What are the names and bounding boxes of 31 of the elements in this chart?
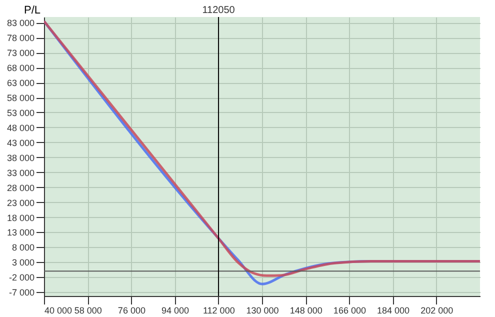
y-tick-label: 63 000: [6, 78, 34, 88]
y-tick-label: 83 000: [6, 18, 34, 28]
x-tick-label: 112 000: [202, 306, 235, 316]
y-tick-label: 68 000: [6, 63, 34, 74]
x-tick-label: 94 000: [162, 306, 190, 316]
y-tick-label: 53 000: [6, 108, 34, 118]
x-tick-label: 58 000: [74, 306, 102, 316]
y-tick-label: 43 000: [6, 138, 34, 148]
y-tick-label: 28 000: [6, 182, 34, 193]
y-tick-label: 73 000: [6, 48, 34, 58]
y-tick-label: 23 000: [6, 198, 34, 208]
y-axis-title: P/L: [24, 4, 40, 16]
y-tick-label: 48 000: [6, 122, 34, 133]
x-tick-label: 148 000: [290, 306, 322, 316]
x-tick-label: 130 000: [246, 306, 279, 316]
x-tick-label: 202 000: [420, 306, 454, 316]
x-tick-label: 166 000: [333, 306, 366, 316]
y-tick-label: 18 000: [6, 212, 34, 223]
y-tick-label: -2 000: [8, 272, 34, 283]
y-tick-label: 3 000: [12, 258, 34, 268]
y-tick-label: 8 000: [12, 242, 34, 253]
x-tick-label: 40 000: [44, 306, 72, 316]
x-tick-label: 76 000: [118, 306, 146, 316]
ref-line-label: 112050: [202, 5, 236, 16]
y-tick-label: 58 000: [6, 93, 34, 104]
y-tick-label: 33 000: [6, 168, 34, 178]
y-tick-label: 78 000: [6, 33, 34, 44]
y-tick-label: -7 000: [8, 288, 34, 298]
y-tick-label: 38 000: [6, 152, 34, 163]
x-tick-label: 184 000: [377, 306, 410, 316]
y-tick-label: 13 000: [6, 228, 34, 238]
